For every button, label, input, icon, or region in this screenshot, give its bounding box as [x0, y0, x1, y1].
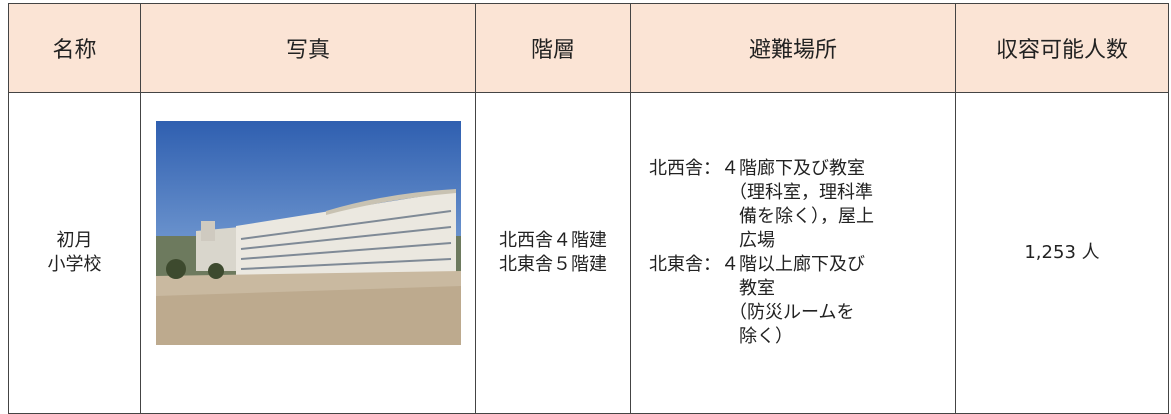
name-cell: 初月 小学校	[8, 92, 141, 414]
floors-cell: 北西舎４階建 北東舎５階建	[475, 92, 631, 414]
evac-line: （防災ルームを	[729, 302, 855, 323]
photo-cell	[140, 92, 476, 414]
evac-line: 備を除く），屋上	[739, 206, 874, 227]
school-photo	[155, 121, 461, 345]
name-line: 小学校	[47, 254, 102, 275]
header-cell: 写真	[140, 3, 476, 93]
floors-line: 北東舎５階建	[499, 254, 607, 275]
floors-line: 北西舎４階建	[499, 230, 607, 251]
evacuation-cell: 北西舎：４階廊下及び教室 （理科室，理科準 備を除く），屋上 広場 北東舎：４階…	[630, 92, 956, 414]
evac-line: 北東舎：４階以上廊下及び	[649, 254, 865, 275]
evac-line: 広場	[739, 230, 775, 251]
header-cell: 階層	[475, 3, 631, 93]
header-cell: 避難場所	[630, 3, 956, 93]
data-row: 初月 小学校 北西舎４階建 北東舎５	[8, 92, 1169, 414]
evac-line: 教室	[739, 278, 775, 299]
evac-line: 除く）	[739, 326, 793, 347]
evac-line: 北西舎：４階廊下及び教室	[649, 158, 865, 179]
capacity-cell: 1,253 人	[955, 92, 1169, 414]
header-cell: 収容可能人数	[955, 3, 1169, 93]
name-line: 初月	[56, 230, 93, 251]
header-cell: 名称	[8, 3, 141, 93]
shelter-table: 名称 写真 階層 避難場所 収容可能人数 初月 小学校	[8, 3, 1169, 414]
evac-line: （理科室，理科準	[729, 182, 873, 203]
page: {"table": { "headers": ["名称", "写真", "階層"…	[8, 3, 1169, 414]
header-row: 名称 写真 階層 避難場所 収容可能人数	[8, 3, 1169, 93]
